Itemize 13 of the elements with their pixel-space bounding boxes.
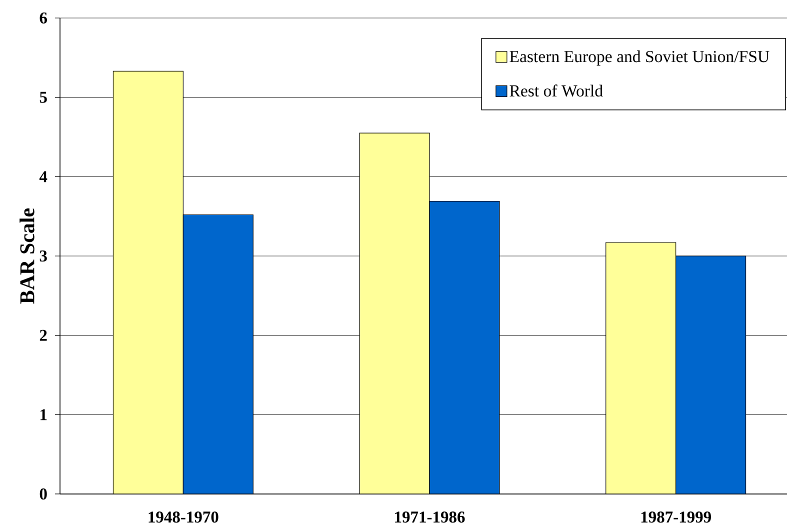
y-tick-label: 5 (40, 92, 47, 103)
y-tick-label: 3 (40, 250, 47, 262)
y-tick-label: 0 (40, 488, 47, 500)
x-tick-label: 1971-1986 (395, 512, 465, 523)
legend-label: Rest of World (510, 84, 603, 97)
y-tick-label: 1 (40, 409, 47, 420)
y-tick-label: 2 (40, 330, 47, 341)
x-tick-label: 1987-1999 (641, 512, 711, 523)
y-axis-title: BAR Scale (20, 208, 34, 304)
legend-label: Eastern Europe and Soviet Union/FSU (510, 50, 770, 66)
y-tick-label: 6 (40, 12, 47, 24)
y-tick-label: 4 (39, 171, 48, 182)
x-tick-label: 1948-1970 (148, 512, 218, 523)
